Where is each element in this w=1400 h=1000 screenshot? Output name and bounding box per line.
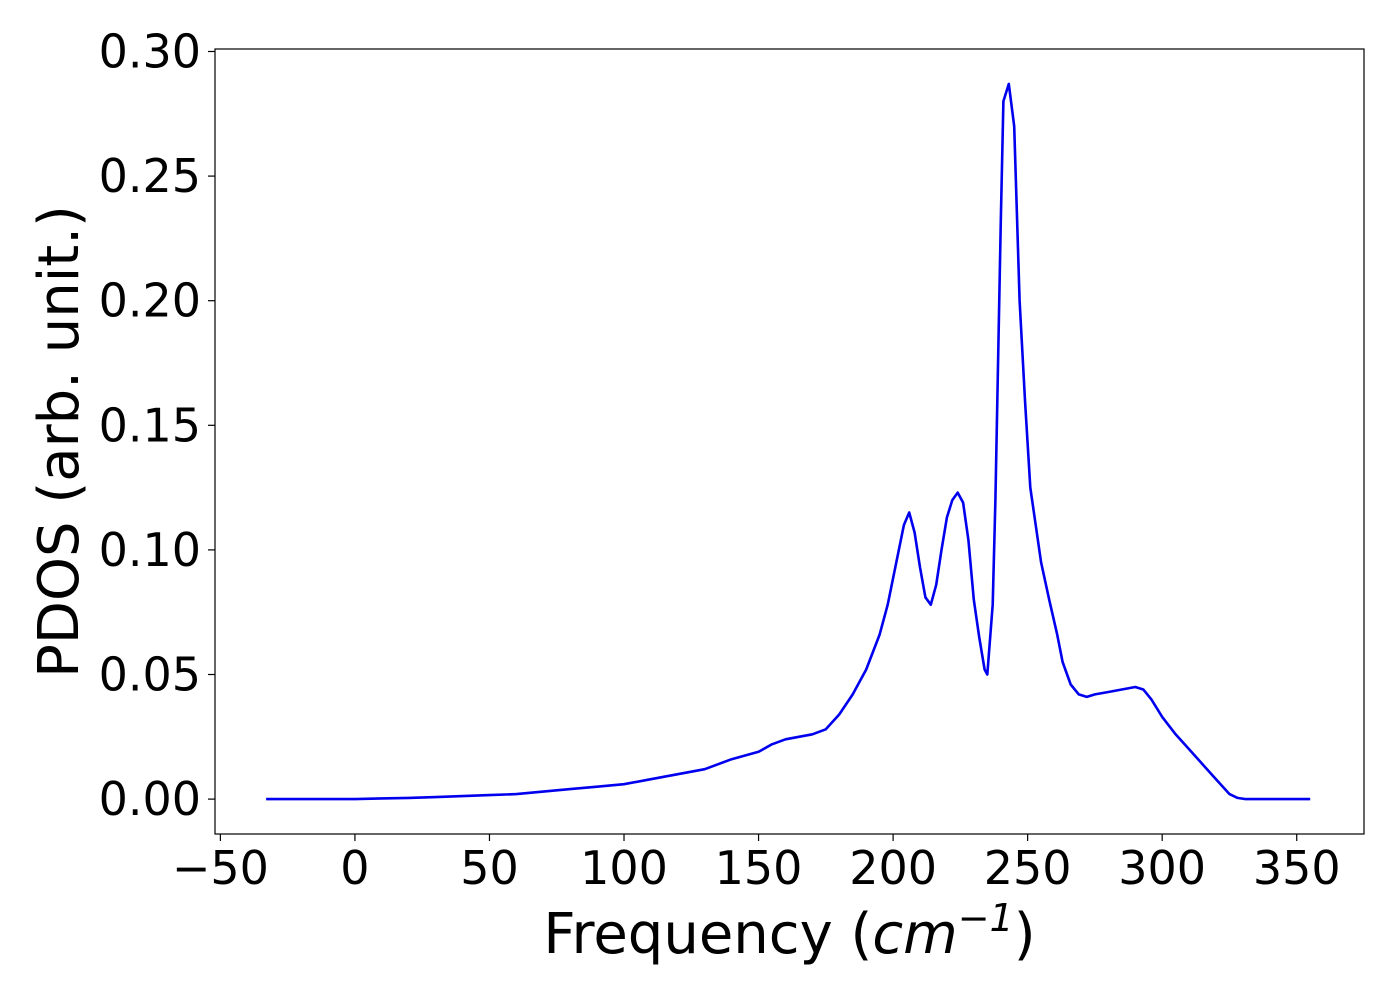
y-tick-label: 0.05 bbox=[99, 648, 201, 702]
x-tick-label: 200 bbox=[849, 841, 937, 895]
x-tick-label: −50 bbox=[172, 841, 269, 895]
plot-frame bbox=[214, 48, 1365, 835]
y-axis-ticks: 0.00 0.05 0.10 0.15 0.20 0.25 0.30 bbox=[99, 24, 215, 826]
y-tick-label: 0.10 bbox=[99, 523, 201, 577]
x-axis-label: Frequency (cm−1) bbox=[543, 896, 1035, 967]
x-axis-label-prefix: Frequency ( bbox=[543, 902, 872, 967]
x-tick-label: 350 bbox=[1253, 841, 1341, 895]
x-axis-label-exponent: −1 bbox=[958, 896, 1014, 940]
y-tick-label: 0.20 bbox=[99, 274, 201, 328]
y-tick-label: 0.30 bbox=[99, 24, 201, 78]
x-tick-label: 250 bbox=[984, 841, 1072, 895]
x-tick-label: 150 bbox=[715, 841, 803, 895]
plot-area bbox=[266, 82, 1311, 801]
x-axis-ticks: −50 0 50 100 150 200 250 300 350 bbox=[172, 834, 1341, 895]
y-tick-label: 0.15 bbox=[99, 398, 201, 452]
x-axis-label-unit: cm bbox=[872, 902, 957, 967]
x-tick-label: 50 bbox=[460, 841, 519, 895]
pdos-series-line bbox=[266, 82, 1311, 801]
y-tick-label: 0.25 bbox=[99, 149, 201, 203]
x-tick-label: 100 bbox=[580, 841, 668, 895]
y-tick-label: 0.00 bbox=[99, 772, 201, 826]
x-axis-label-suffix: ) bbox=[1014, 902, 1036, 967]
x-tick-label: 300 bbox=[1118, 841, 1206, 895]
x-tick-label: 0 bbox=[340, 841, 369, 895]
y-axis-label: PDOS (arb. unit.) bbox=[27, 205, 92, 678]
